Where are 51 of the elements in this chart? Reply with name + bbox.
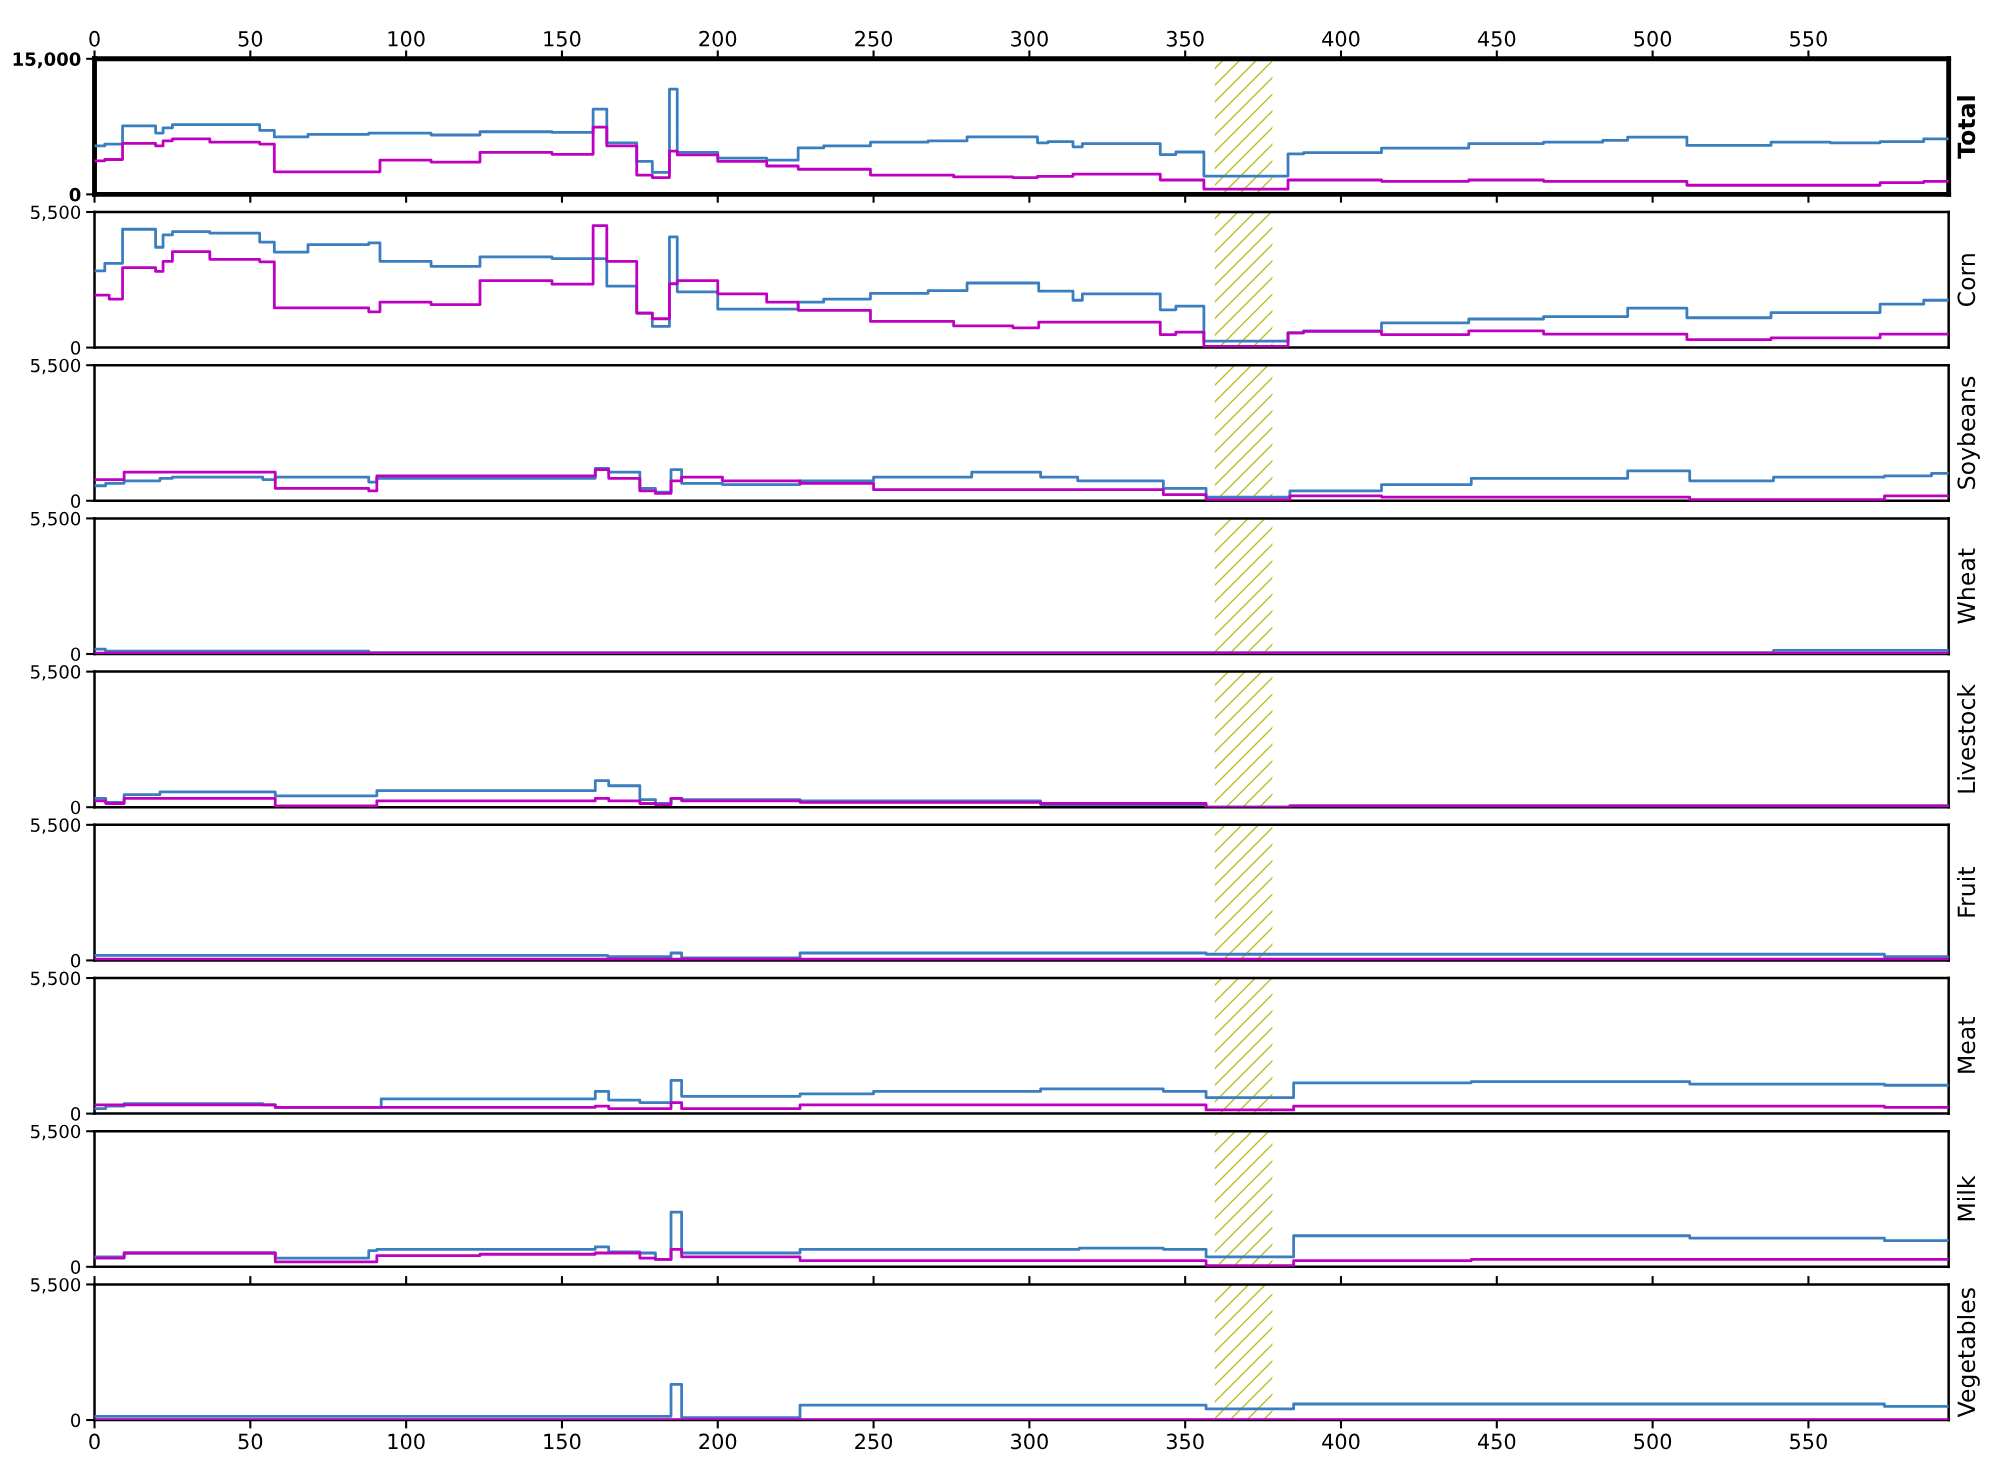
y-axis-title: Meat [1957,1017,1976,1073]
y-axis-title: Corn [1957,254,1976,307]
x2-tick-label: 500 [1634,30,1672,47]
y-tick-label: 5,500 [31,818,81,834]
x-tick-label: 400 [1322,1433,1360,1450]
y-axis-title: Soybeans [1956,376,1980,489]
x2-tick-label: 350 [1166,30,1204,47]
y-axis-title: Milk [1956,1175,1975,1221]
y-tick-label: 0 [71,1107,81,1121]
y-tick-label: 0 [71,1260,81,1274]
y-tick-label: 0 [71,953,81,968]
x-tick-label: 550 [1790,1433,1827,1450]
x2-tick-label: 300 [1011,30,1048,47]
x-tick-label: 100 [388,1433,425,1450]
x-tick-label: 350 [1166,1433,1204,1450]
x-tick-label: 500 [1634,1433,1672,1450]
y-tick-label: 0 [71,1413,81,1428]
y-tick-label: 5,500 [31,205,81,221]
x-tick-label: 0 [89,1433,100,1450]
x2-tick-label: 550 [1790,30,1827,47]
x2-tick-label: 450 [1477,30,1516,47]
y-axis-title: Wheat [1956,548,1976,624]
y-tick-label: 0 [71,494,81,508]
x2-tick-label: 50 [238,30,263,47]
y-tick-label: 15,000 [13,52,81,69]
x-tick-label: 450 [1477,1433,1516,1450]
x2-tick-label: 250 [855,30,893,47]
y-axis-title: Vegetables [1956,1288,1980,1418]
y-tick-label: 5,500 [31,665,81,681]
y-tick-label: 0 [69,187,81,202]
x2-tick-label: 400 [1322,30,1360,47]
y-tick-label: 0 [71,800,81,815]
x2-tick-label: 0 [89,30,100,47]
x2-tick-label: 200 [699,30,737,47]
y-tick-label: 0 [71,341,81,355]
y-axis-title: Fruit [1956,867,1976,917]
x-tick-label: 300 [1011,1433,1048,1450]
x-tick-label: 200 [699,1433,737,1450]
y-tick-label: 5,500 [31,358,81,375]
x2-tick-label: 100 [388,30,425,47]
y-tick-label: 5,500 [31,1124,81,1141]
x-tick-label: 150 [544,1433,581,1450]
x-tick-label: 50 [238,1433,263,1450]
y-tick-label: 5,500 [31,1277,81,1294]
y-tick-label: 0 [71,647,81,662]
x2-tick-label: 150 [544,30,581,47]
y-axis-title: Livestock [1956,684,1976,793]
x-tick-label: 250 [855,1433,893,1450]
y-tick-label: 5,500 [31,511,81,528]
y-axis-title: Total [1956,96,1976,159]
y-tick-label: 5,500 [31,971,81,987]
